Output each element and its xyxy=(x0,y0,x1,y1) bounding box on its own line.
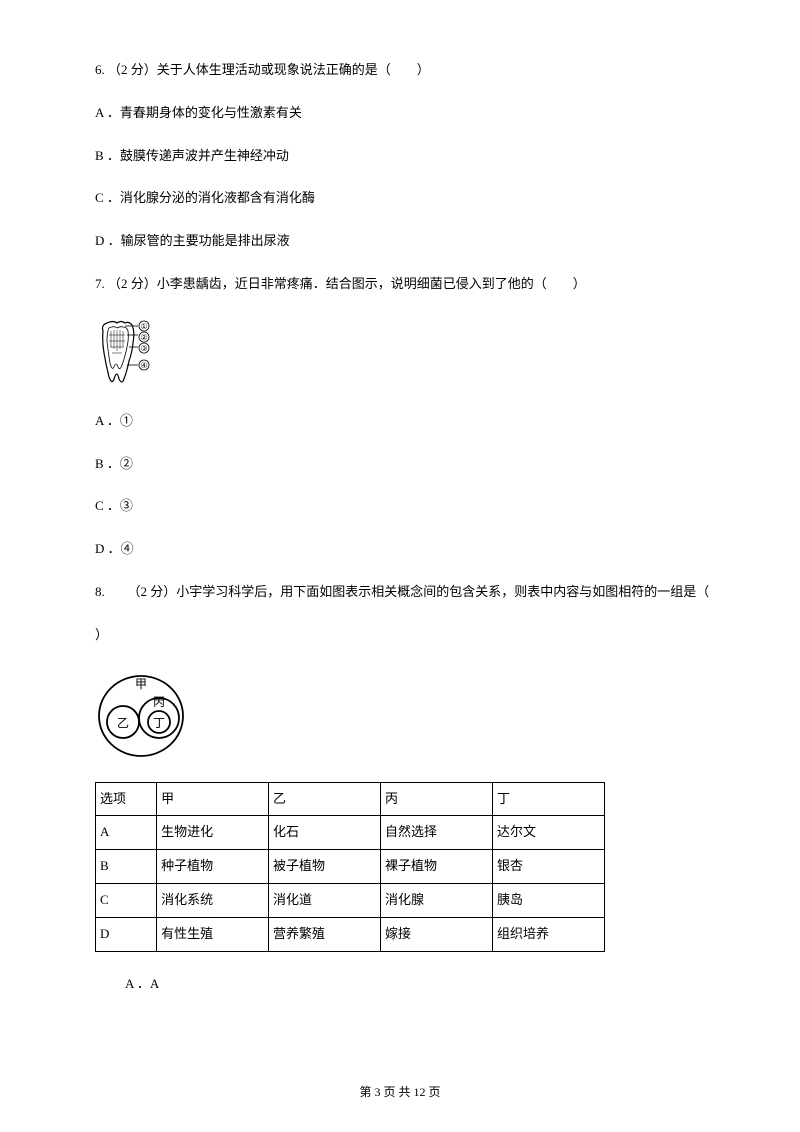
page-footer: 第 3 页 共 12 页 xyxy=(0,1083,800,1102)
tooth-label-2: ② xyxy=(140,333,147,342)
table-row: B 种子植物 被子植物 裸子植物 银杏 xyxy=(96,850,605,884)
venn-diagram: 甲 乙 丙 丁 xyxy=(95,668,720,760)
q6-option-b: B ．鼓膜传递声波并产生神经冲动 xyxy=(95,146,720,167)
q6-option-d: D ．输尿管的主要功能是排出尿液 xyxy=(95,231,720,252)
tooth-diagram: ① ② ③ ④ xyxy=(95,317,720,389)
table-header-row: 选项 甲 乙 丙 丁 xyxy=(96,782,605,816)
table-row: A 生物进化 化石 自然选择 达尔文 xyxy=(96,816,605,850)
venn-yi: 乙 xyxy=(117,716,129,730)
q6-option-c: C ．消化腺分泌的消化液都含有消化酶 xyxy=(95,188,720,209)
q8-stem-1: 8. （2 分）小宇学习科学后，用下面如图表示相关概念间的包含关系，则表中内容与… xyxy=(95,582,720,603)
q7-option-a: A ．① xyxy=(95,411,720,432)
q7-option-b: B ．② xyxy=(95,454,720,475)
th-ding: 丁 xyxy=(492,782,604,816)
table-row: C 消化系统 消化道 消化腺 胰岛 xyxy=(96,883,605,917)
tooth-label-4: ④ xyxy=(140,361,147,370)
q7-option-d: D ．④ xyxy=(95,539,720,560)
tooth-label-1: ① xyxy=(140,322,147,331)
th-option: 选项 xyxy=(96,782,157,816)
venn-bing: 丙 xyxy=(153,695,165,709)
q7-option-c: C ．③ xyxy=(95,496,720,517)
q6-stem: 6. （2 分）关于人体生理活动或现象说法正确的是（ ） xyxy=(95,60,720,81)
q6-option-a: A ．青春期身体的变化与性激素有关 xyxy=(95,103,720,124)
table-row: D 有性生殖 营养繁殖 嫁接 组织培养 xyxy=(96,917,605,951)
concept-table: 选项 甲 乙 丙 丁 A 生物进化 化石 自然选择 达尔文 B 种子植物 被子植… xyxy=(95,782,605,952)
q8-stem-2: ） xyxy=(95,625,720,646)
tooth-label-3: ③ xyxy=(140,344,147,353)
venn-ding: 丁 xyxy=(153,716,165,730)
q7-stem: 7. （2 分）小李患龋齿，近日非常疼痛．结合图示，说明细菌已侵入到了他的（ ） xyxy=(95,274,720,295)
q8-option-a: A ．A xyxy=(95,974,720,995)
venn-jia: 甲 xyxy=(135,677,147,691)
th-bing: 丙 xyxy=(381,782,493,816)
th-jia: 甲 xyxy=(157,782,269,816)
th-yi: 乙 xyxy=(269,782,381,816)
